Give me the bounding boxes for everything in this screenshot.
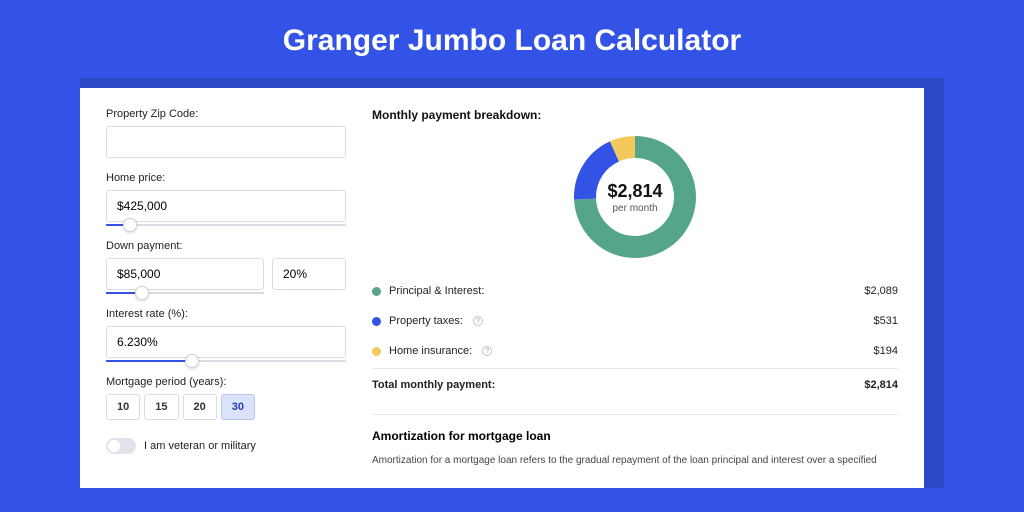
donut-center: $2,814 per month <box>570 132 700 262</box>
donut-subtext: per month <box>612 203 657 214</box>
period-field-group: Mortgage period (years): 10152030 <box>106 376 346 420</box>
period-button-20[interactable]: 20 <box>183 394 217 420</box>
total-value: $2,814 <box>864 379 898 391</box>
zip-label: Property Zip Code: <box>106 108 346 120</box>
swatch-icon <box>372 287 381 296</box>
info-icon[interactable]: ? <box>482 346 492 356</box>
zip-input[interactable] <box>106 126 346 158</box>
swatch-icon <box>372 317 381 326</box>
donut-chart-wrap: $2,814 per month <box>372 132 898 262</box>
breakdown-value: $2,089 <box>864 285 898 297</box>
down-payment-slider-thumb[interactable] <box>135 286 149 300</box>
period-button-15[interactable]: 15 <box>144 394 178 420</box>
form-column: Property Zip Code: Home price: Down paym… <box>106 108 346 488</box>
amortization-title: Amortization for mortgage loan <box>372 429 898 443</box>
total-label: Total monthly payment: <box>372 379 495 391</box>
home-price-label: Home price: <box>106 172 346 184</box>
home-price-slider-thumb[interactable] <box>123 218 137 232</box>
interest-rate-slider-thumb[interactable] <box>185 354 199 368</box>
down-payment-amount-input[interactable] <box>106 258 264 290</box>
total-row: Total monthly payment: $2,814 <box>372 368 898 400</box>
amortization-block: Amortization for mortgage loan Amortizat… <box>372 414 898 468</box>
breakdown-title: Monthly payment breakdown: <box>372 108 898 122</box>
down-payment-label: Down payment: <box>106 240 346 252</box>
down-payment-slider[interactable] <box>106 292 264 294</box>
veteran-toggle-knob <box>108 440 120 452</box>
breakdown-row: Property taxes:? $531 <box>372 306 898 336</box>
period-button-30[interactable]: 30 <box>221 394 255 420</box>
calculator-card-outer: Property Zip Code: Home price: Down paym… <box>80 78 944 488</box>
interest-rate-slider[interactable] <box>106 360 346 362</box>
amortization-text: Amortization for a mortgage loan refers … <box>372 453 898 468</box>
breakdown-value: $531 <box>874 315 898 327</box>
home-price-slider[interactable] <box>106 224 346 226</box>
interest-rate-field-group: Interest rate (%): <box>106 308 346 362</box>
period-button-10[interactable]: 10 <box>106 394 140 420</box>
breakdown-label: Property taxes: <box>389 315 463 327</box>
donut-amount: $2,814 <box>607 181 662 202</box>
period-label: Mortgage period (years): <box>106 376 346 388</box>
info-icon[interactable]: ? <box>473 316 483 326</box>
interest-rate-input[interactable] <box>106 326 346 358</box>
interest-rate-label: Interest rate (%): <box>106 308 346 320</box>
donut-chart: $2,814 per month <box>570 132 700 262</box>
swatch-icon <box>372 347 381 356</box>
zip-field-group: Property Zip Code: <box>106 108 346 158</box>
breakdown-label: Home insurance: <box>389 345 472 357</box>
breakdown-value: $194 <box>874 345 898 357</box>
breakdown-label: Principal & Interest: <box>389 285 484 297</box>
breakdown-row: Home insurance:? $194 <box>372 336 898 366</box>
calculator-card: Property Zip Code: Home price: Down paym… <box>80 88 924 488</box>
veteran-toggle-label: I am veteran or military <box>144 440 256 452</box>
veteran-toggle[interactable] <box>106 438 136 454</box>
breakdown-row: Principal & Interest: $2,089 <box>372 276 898 306</box>
home-price-field-group: Home price: <box>106 172 346 226</box>
down-payment-field-group: Down payment: <box>106 240 346 294</box>
breakdown-column: Monthly payment breakdown: $2,814 per mo… <box>372 108 898 488</box>
home-price-input[interactable] <box>106 190 346 222</box>
veteran-toggle-row: I am veteran or military <box>106 438 346 454</box>
down-payment-percent-input[interactable] <box>272 258 346 290</box>
page-title: Granger Jumbo Loan Calculator <box>0 0 1024 78</box>
